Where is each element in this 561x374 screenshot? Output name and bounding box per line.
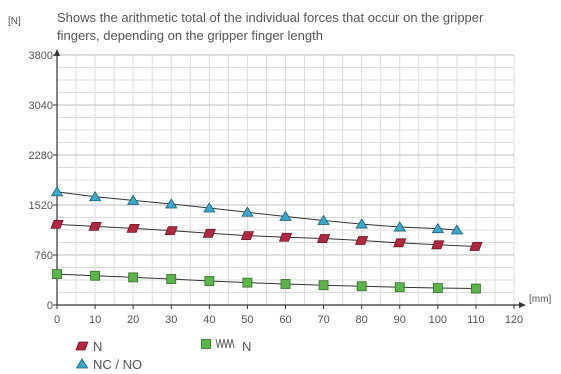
tick-labels: 0 10 20 30 40 50 60 70 80 90 100 110 120076015202280… <box>29 50 524 326</box>
data-point <box>241 206 254 217</box>
data-point <box>317 214 330 225</box>
data-point <box>356 281 367 292</box>
data-point <box>164 226 178 236</box>
x-axis-unit: [mm] <box>529 294 551 305</box>
data-point <box>50 220 64 229</box>
data-point <box>393 238 407 248</box>
data-point <box>90 270 100 281</box>
x-tick-label: 70 <box>317 314 329 326</box>
data-point <box>431 222 445 234</box>
data-point <box>165 198 178 209</box>
x-tick-label: 50 <box>241 314 253 326</box>
data-point <box>279 210 292 221</box>
data-point <box>432 283 443 293</box>
x-tick-label: 30 <box>165 314 177 326</box>
y-tick-label: 1520 <box>29 200 53 212</box>
data-point <box>278 232 293 242</box>
x-tick-label: 120 <box>505 314 523 326</box>
series-line <box>56 191 457 231</box>
data-point <box>355 236 369 245</box>
data-point <box>203 202 216 213</box>
data-point <box>88 191 102 202</box>
legend-marker-shape <box>201 339 211 349</box>
data-point <box>393 221 406 232</box>
series-2 <box>52 269 481 294</box>
grid <box>56 54 515 306</box>
data-point <box>469 242 483 251</box>
legend-marker-spring-n <box>201 339 211 349</box>
x-tick-label: 60 <box>279 314 291 326</box>
series-line <box>56 273 476 290</box>
x-tick-label: 0 <box>54 314 60 326</box>
data-point <box>126 194 140 205</box>
data-point <box>317 234 331 243</box>
data-point <box>204 276 215 286</box>
y-tick-label: 760 <box>35 250 53 262</box>
chart-title-line-2: fingers, depending on the gripper finger… <box>57 28 323 43</box>
y-tick-label: 2280 <box>29 150 53 162</box>
legend-label-nc-no: NC / NO <box>93 357 142 372</box>
data-point <box>52 269 62 279</box>
legend-marker-n <box>75 341 89 351</box>
data-point <box>126 223 140 233</box>
data-point <box>240 231 254 240</box>
data-point <box>202 228 216 238</box>
series-0 <box>50 220 483 251</box>
axes <box>53 49 526 309</box>
x-tick-label: 20 <box>127 314 139 326</box>
x-tick-label: 80 <box>356 314 368 326</box>
legend: N N NC / NO <box>75 338 251 372</box>
data-point <box>355 218 368 229</box>
legend-label-spring-n: N <box>242 339 251 354</box>
x-tick-label: 110 <box>467 314 485 326</box>
data-point <box>88 221 102 231</box>
legend-marker-shape <box>75 358 89 369</box>
series-line <box>56 223 476 247</box>
data-point <box>471 283 481 294</box>
legend-label-n: N <box>93 339 102 354</box>
data-point <box>50 186 64 197</box>
data-point <box>431 240 445 250</box>
data-point <box>280 279 291 289</box>
spring-icon <box>215 338 235 349</box>
y-axis-arrow <box>54 49 60 56</box>
x-axis-arrow <box>519 302 526 308</box>
data-point <box>394 282 405 293</box>
x-tick-label: 90 <box>394 314 406 326</box>
y-tick-label: 3800 <box>29 50 53 62</box>
x-tick-label: 10 <box>89 314 101 326</box>
series-group <box>50 186 483 294</box>
data-point <box>450 224 464 235</box>
x-tick-label: 100 <box>429 314 447 326</box>
x-tick-label: 40 <box>203 314 215 326</box>
data-point <box>318 280 329 291</box>
data-point <box>242 277 253 288</box>
legend-marker-nc-no <box>75 358 89 369</box>
chart-title-line-1: Shows the arithmetic total of the indivi… <box>57 10 484 25</box>
data-point <box>166 274 177 284</box>
series-1 <box>50 186 464 235</box>
y-axis-unit: [N] <box>8 16 21 27</box>
legend-marker-shape <box>75 341 89 351</box>
y-tick-label: 3040 <box>29 100 53 112</box>
y-tick-label: 0 <box>47 300 53 312</box>
data-point <box>128 272 139 283</box>
